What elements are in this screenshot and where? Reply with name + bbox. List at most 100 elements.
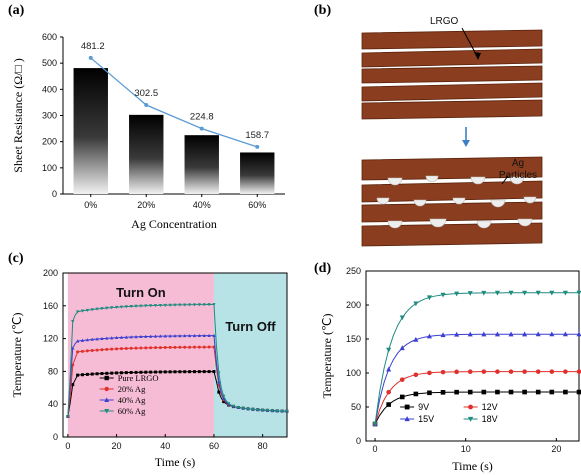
series-marker-c xyxy=(95,337,99,341)
series-marker-d xyxy=(494,331,500,337)
series-marker-d xyxy=(467,369,473,375)
series-marker-c xyxy=(178,345,182,349)
series-marker-d xyxy=(440,390,446,395)
series-marker-d xyxy=(454,331,460,337)
y-tick-label-a: 100 xyxy=(42,163,57,173)
series-marker-d xyxy=(386,402,391,407)
series-marker-c xyxy=(71,383,75,387)
series-marker-c xyxy=(222,400,226,404)
ag-particle xyxy=(470,176,486,185)
legend-marker-d xyxy=(404,416,410,422)
series-marker-d xyxy=(549,389,555,395)
y-axis-title-c: Temperature (℃) xyxy=(10,313,24,398)
series-marker-c xyxy=(105,306,109,310)
y-tick-label-c: 80 xyxy=(48,366,58,376)
series-marker-c xyxy=(241,406,245,410)
series-marker-c xyxy=(75,339,80,343)
series-marker-c xyxy=(153,304,158,308)
series-marker-c xyxy=(100,348,104,352)
series-marker-c xyxy=(222,396,226,401)
series-marker-c xyxy=(119,335,124,339)
series-marker-c xyxy=(90,337,94,341)
series-marker-c xyxy=(202,303,206,307)
series-marker-c xyxy=(236,406,240,410)
series-marker-c xyxy=(114,335,119,340)
series-marker-c xyxy=(95,372,99,376)
series-marker-c xyxy=(212,370,216,374)
series-marker-d xyxy=(549,369,555,374)
ag-particle xyxy=(490,199,506,208)
series-marker-c xyxy=(202,333,206,337)
lrgo-layer-top xyxy=(361,82,543,102)
series-marker-c xyxy=(202,345,206,349)
series-marker-c xyxy=(139,346,143,350)
series-marker-d xyxy=(399,345,405,351)
series-marker-d xyxy=(454,389,459,395)
series-marker-c xyxy=(71,319,75,324)
series-marker-c xyxy=(129,346,133,350)
series-marker-c xyxy=(134,335,138,339)
data-label-a: 481.2 xyxy=(81,41,105,52)
series-marker-d xyxy=(576,290,581,296)
series-marker-c xyxy=(168,345,172,349)
legend-label-c: 20% Ag xyxy=(118,384,146,394)
series-marker-d xyxy=(522,389,527,395)
series-marker-c xyxy=(168,303,172,307)
y-tick-label-d: 50 xyxy=(351,402,361,412)
series-marker-d xyxy=(522,369,527,374)
series-marker-c xyxy=(149,370,153,374)
ag-particle xyxy=(387,220,403,229)
series-marker-d xyxy=(481,290,487,296)
particles-label: Particles xyxy=(499,170,537,181)
series-marker-d xyxy=(494,290,500,296)
series-marker-c xyxy=(207,333,211,337)
series-marker-d xyxy=(454,369,459,375)
series-marker-c xyxy=(144,370,148,374)
series-marker-d xyxy=(508,389,514,395)
series-marker-c xyxy=(251,407,255,412)
series-marker-c xyxy=(192,345,196,349)
series-marker-d xyxy=(522,290,528,296)
y-tick-label-a: 200 xyxy=(42,137,57,147)
series-marker-d xyxy=(495,389,500,395)
data-label-a: 302.5 xyxy=(134,88,158,99)
series-marker-c xyxy=(163,334,167,338)
series-marker-c xyxy=(75,310,80,314)
series-marker-c xyxy=(163,370,167,374)
series-marker-d xyxy=(481,389,487,395)
series-marker-c xyxy=(217,379,221,384)
series-marker-d xyxy=(399,315,405,321)
x-tick-label-d: 0 xyxy=(373,444,378,454)
series-marker-c xyxy=(173,370,177,374)
series-marker-c xyxy=(153,334,158,338)
series-marker-d xyxy=(481,331,487,337)
y-tick-label-c: 40 xyxy=(48,399,58,409)
series-marker-d xyxy=(549,290,555,296)
series-marker-c xyxy=(149,346,153,350)
panel-label-a: (a) xyxy=(8,3,25,18)
series-marker-c xyxy=(280,409,284,413)
series-marker-c xyxy=(100,307,104,311)
series-marker-d xyxy=(535,389,541,395)
x-tick-label-a: 60% xyxy=(248,200,266,210)
ag-label: Ag xyxy=(512,158,524,169)
series-marker-c xyxy=(115,347,119,351)
series-marker-c xyxy=(134,304,138,308)
series-marker-d xyxy=(399,377,405,382)
bar-a xyxy=(73,68,108,194)
series-marker-c xyxy=(222,394,226,398)
lrgo-pointer-head xyxy=(474,52,481,60)
legend-label-c: 60% Ag xyxy=(118,406,146,416)
series-marker-d xyxy=(427,390,432,396)
series-marker-c xyxy=(197,333,201,338)
series-marker-d xyxy=(522,331,528,337)
panel-label-c: (c) xyxy=(8,251,24,266)
series-marker-c xyxy=(261,408,265,412)
series-marker-c xyxy=(76,350,80,354)
series-marker-c xyxy=(95,307,99,311)
series-marker-c xyxy=(158,303,163,308)
y-tick-label-d: 150 xyxy=(346,334,361,344)
legend-marker-d xyxy=(467,416,474,422)
series-marker-d xyxy=(576,369,581,374)
